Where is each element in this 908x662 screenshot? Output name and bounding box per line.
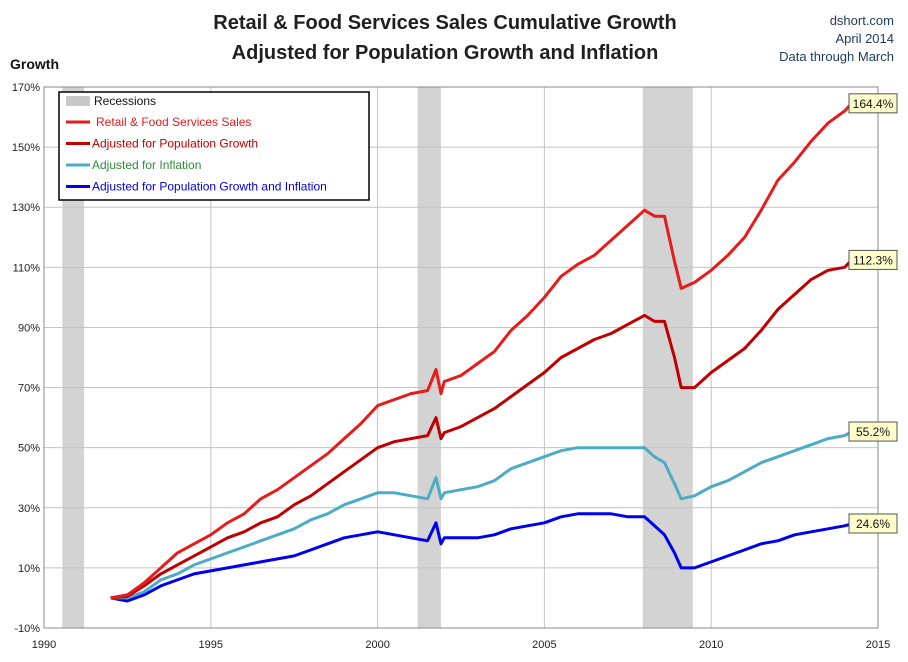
y-tick-label: 130% <box>12 202 40 214</box>
y-tick-label: 110% <box>13 262 41 274</box>
x-tick-label: 1990 <box>32 639 56 651</box>
recession-band-1 <box>62 87 85 628</box>
legend-label-4: Adjusted for Population Growth and Infla… <box>92 180 327 194</box>
y-axis-label: Growth <box>10 56 59 72</box>
y-tick-label: 90% <box>18 322 40 334</box>
chart-title-line1: Retail & Food Services Sales Cumulative … <box>213 12 677 34</box>
end-label-text: 55.2% <box>856 425 890 439</box>
data-note-label: Data through March <box>779 49 894 64</box>
legend-label-recessions: Recessions <box>94 94 156 108</box>
legend-label-3: Adjusted for Inflation <box>92 158 201 172</box>
x-tick-label: 2015 <box>866 639 890 651</box>
legend-label-2: Adjusted for Population Growth <box>92 137 258 151</box>
end-label-box <box>848 249 898 270</box>
series-line-3 <box>110 430 853 600</box>
end-label-4: 24.6% <box>848 513 898 534</box>
end-label-text: 112.3% <box>853 253 893 267</box>
x-tick-label: 2005 <box>532 639 556 651</box>
y-tick-label: 10% <box>18 563 40 575</box>
end-label-box <box>848 421 898 442</box>
y-tick-label: 50% <box>18 443 40 455</box>
series-line-2 <box>110 259 853 600</box>
y-tick-label: 150% <box>12 142 40 154</box>
date-label: April 2014 <box>835 31 894 46</box>
y-tick-label: 30% <box>18 503 40 515</box>
end-label-box <box>848 513 898 534</box>
chart-title-line2: Adjusted for Population Growth and Infla… <box>231 42 659 64</box>
series-line-1 <box>110 102 853 600</box>
x-tick-label: 2010 <box>699 639 723 651</box>
legend: Recessions Retail & Food Services Sales Ad… <box>58 91 370 201</box>
x-tick-label: 1995 <box>199 639 223 651</box>
legend-box <box>58 91 370 201</box>
y-tick-label: 170% <box>12 82 40 94</box>
end-label-text: 164.4% <box>853 97 894 111</box>
end-label-2: 112.3% <box>848 249 898 270</box>
legend-label-1: Retail & Food Services Sales <box>96 115 251 129</box>
series-line-4 <box>110 512 852 603</box>
x-tick-label: 2000 <box>365 639 389 651</box>
end-label-box <box>848 93 898 114</box>
y-tick-label: -10% <box>14 623 40 635</box>
source-label: dshort.com <box>829 13 894 28</box>
end-label-3: 55.2% <box>848 421 898 442</box>
recession-band-2 <box>417 87 441 628</box>
y-tick-label: 70% <box>18 383 40 395</box>
legend-recession-swatch <box>66 96 90 106</box>
plot-frame <box>43 86 879 629</box>
recession-band-3 <box>642 87 693 628</box>
end-label-1: 164.4% <box>848 93 898 114</box>
end-label-text: 24.6% <box>856 517 890 531</box>
